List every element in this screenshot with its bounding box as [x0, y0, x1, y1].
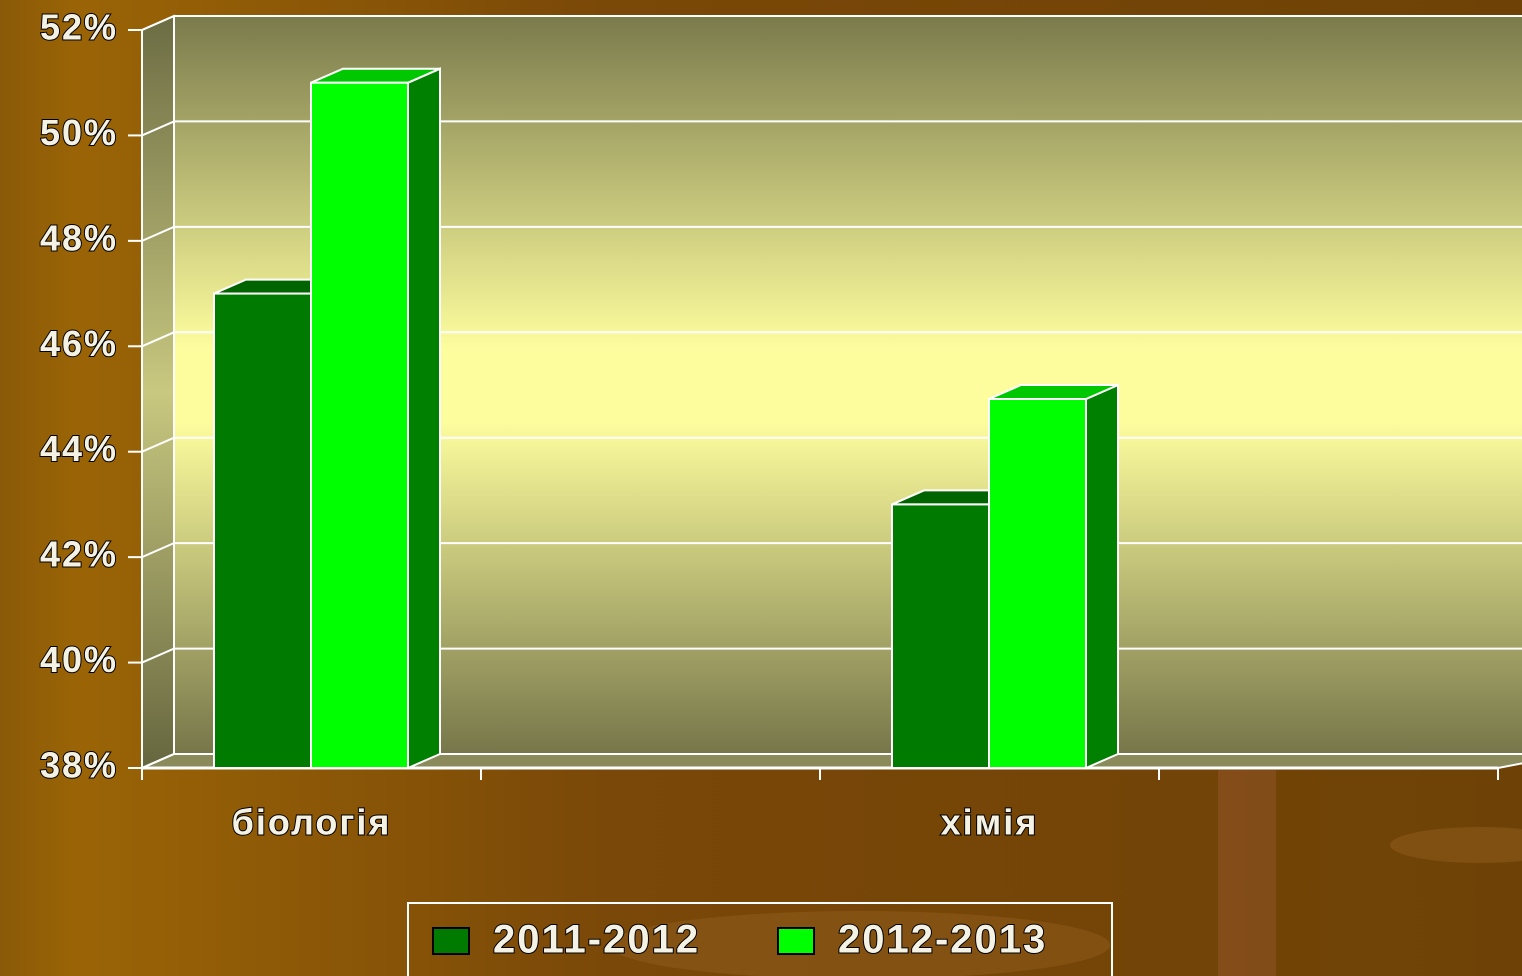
legend-swatch — [432, 927, 470, 955]
y-tick-label: 40% — [40, 639, 118, 680]
back-wall — [174, 16, 1522, 754]
decor-dish — [610, 911, 1110, 976]
grid-line — [141, 225, 1522, 242]
legend-label: 2011-2012 — [493, 918, 700, 962]
y-tick-label: 42% — [40, 534, 118, 575]
bar-side — [407, 67, 441, 770]
legend-label: 2012-2013 — [838, 918, 1047, 962]
x-tick-label: хімія — [941, 802, 1039, 843]
decor-post — [1218, 770, 1276, 976]
y-tick-label: 44% — [40, 428, 118, 469]
bar — [213, 292, 312, 769]
bar — [891, 503, 990, 769]
grid-line — [141, 15, 1522, 31]
x-tick-label: біологія — [232, 802, 392, 843]
bar — [310, 81, 409, 769]
y-tick-label: 46% — [40, 323, 118, 364]
y-tick-label: 48% — [40, 217, 118, 258]
y-tick-label: 38% — [40, 745, 118, 786]
grid-line — [141, 331, 1522, 348]
legend-box — [407, 902, 1113, 976]
y-tick-label: 52% — [40, 7, 118, 48]
legend-swatch — [777, 927, 815, 955]
decor-dish — [1390, 827, 1522, 863]
grid-line — [141, 120, 1522, 137]
y-tick-label: 50% — [40, 112, 118, 153]
bar — [988, 398, 1087, 769]
bar-side — [1085, 383, 1119, 770]
